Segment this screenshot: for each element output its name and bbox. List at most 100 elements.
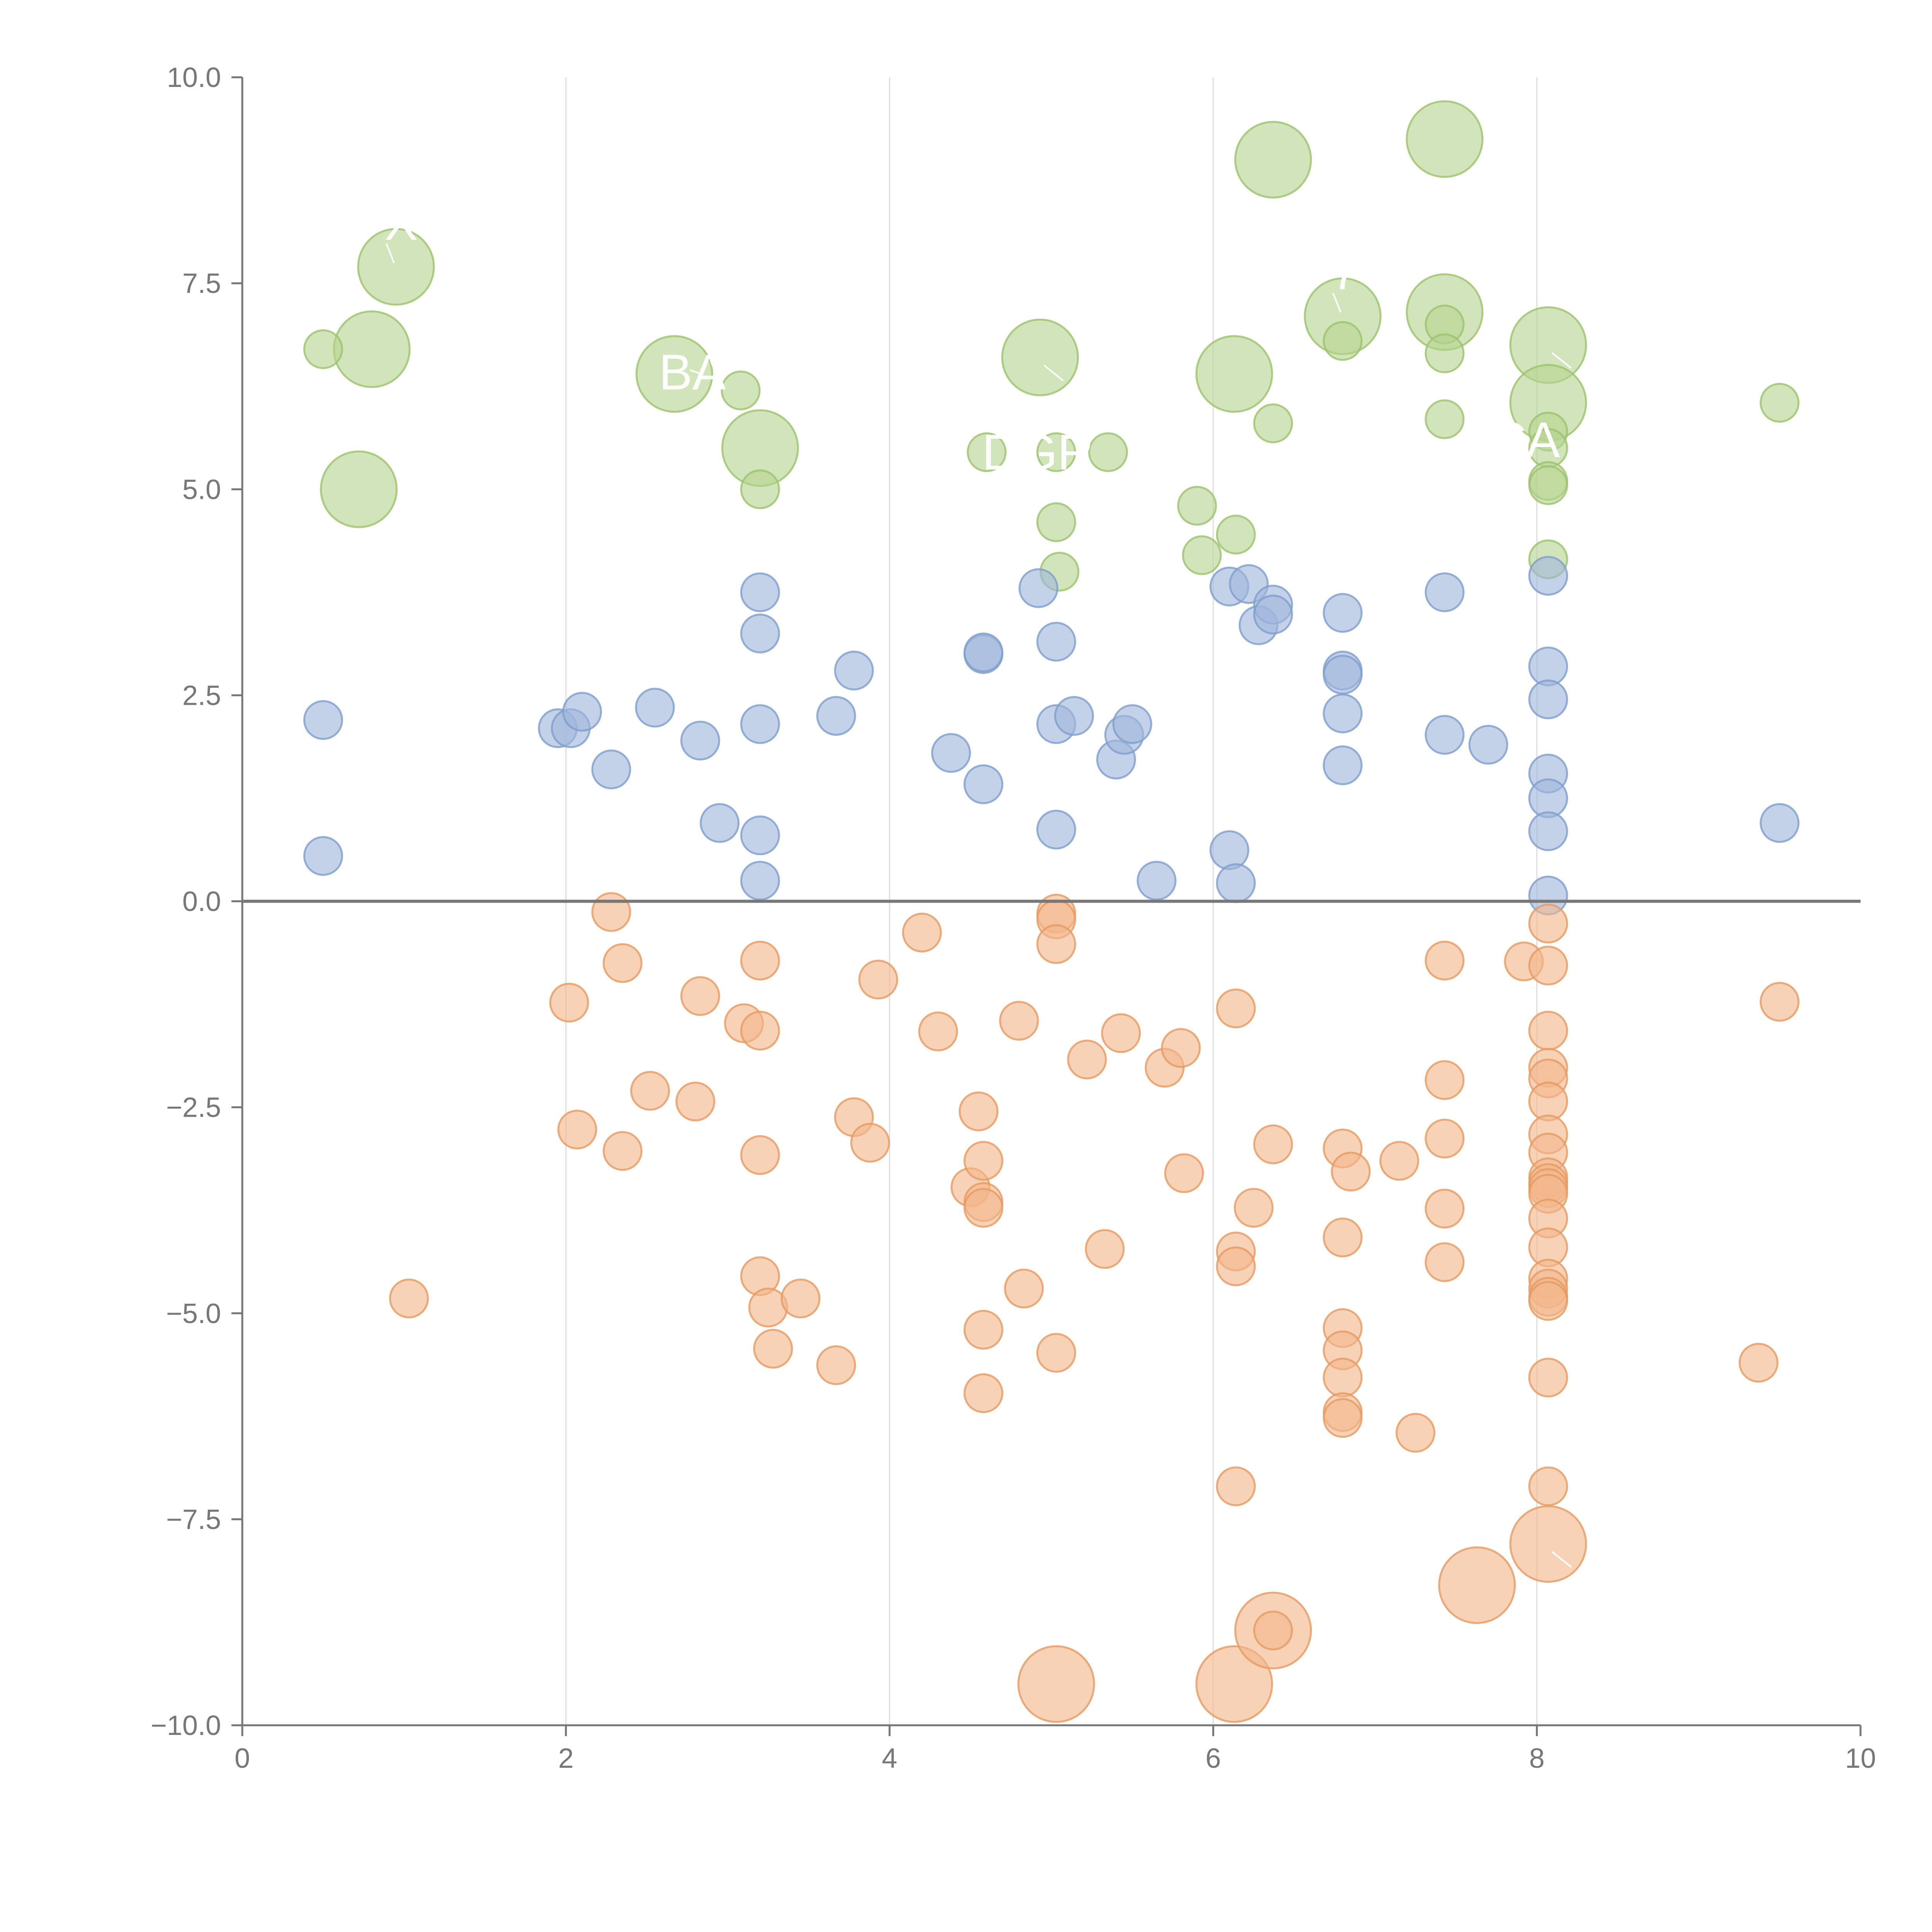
orange-bubble[interactable] (781, 1278, 821, 1318)
green-bubble[interactable] (1406, 100, 1484, 178)
orange-bubble[interactable] (1425, 940, 1465, 981)
blue-bubble[interactable] (1528, 811, 1568, 851)
orange-bubble[interactable] (1379, 1141, 1419, 1181)
orange-bubble[interactable] (1101, 1013, 1141, 1053)
green-bubble[interactable] (1182, 535, 1222, 575)
green-bubble[interactable] (1253, 403, 1293, 444)
orange-bubble[interactable] (1323, 1398, 1363, 1438)
blue-bubble[interactable] (1018, 568, 1058, 608)
orange-bubble[interactable] (1216, 1246, 1256, 1286)
orange-bubble[interactable] (816, 1345, 856, 1385)
green-bubble[interactable] (1036, 432, 1077, 472)
blue-bubble[interactable] (1036, 622, 1077, 662)
blue-bubble[interactable] (1054, 696, 1094, 736)
green-bubble[interactable] (1528, 465, 1568, 505)
blue-bubble[interactable] (931, 733, 971, 773)
orange-bubble[interactable] (740, 1010, 780, 1051)
orange-bubble[interactable] (1528, 946, 1568, 986)
orange-bubble[interactable] (963, 1141, 1003, 1181)
orange-bubble[interactable] (1195, 1645, 1273, 1723)
orange-bubble[interactable] (1164, 1153, 1204, 1193)
orange-bubble[interactable] (918, 1011, 958, 1051)
blue-bubble[interactable] (740, 815, 780, 855)
orange-bubble[interactable] (850, 1122, 890, 1163)
blue-bubble[interactable] (1112, 704, 1152, 744)
blue-bubble[interactable] (1425, 572, 1465, 612)
orange-bubble[interactable] (1425, 1119, 1465, 1159)
green-bubble[interactable] (1001, 318, 1079, 396)
green-bubble[interactable] (966, 432, 1007, 472)
orange-bubble[interactable] (557, 1109, 597, 1150)
orange-bubble[interactable] (1438, 1546, 1516, 1624)
orange-bubble[interactable] (1253, 1124, 1293, 1165)
orange-bubble[interactable] (1528, 903, 1568, 944)
green-bubble[interactable] (740, 469, 780, 509)
blue-bubble[interactable] (591, 749, 631, 789)
blue-bubble[interactable] (303, 700, 343, 740)
orange-bubble[interactable] (602, 1131, 643, 1171)
orange-bubble[interactable] (902, 913, 942, 953)
blue-bubble[interactable] (1323, 593, 1363, 633)
blue-bubble[interactable] (1323, 745, 1363, 786)
orange-bubble[interactable] (1067, 1039, 1107, 1080)
orange-bubble[interactable] (1331, 1151, 1371, 1192)
orange-bubble[interactable] (1528, 1357, 1568, 1398)
blue-bubble[interactable] (1136, 861, 1177, 901)
green-bubble[interactable] (1036, 502, 1077, 543)
orange-bubble[interactable] (1323, 1357, 1363, 1398)
green-bubble[interactable] (1088, 432, 1128, 472)
orange-bubble[interactable] (389, 1278, 429, 1318)
blue-bubble[interactable] (1323, 693, 1363, 733)
green-bubble[interactable] (1177, 486, 1217, 526)
blue-bubble[interactable] (740, 572, 780, 612)
blue-bubble[interactable] (740, 613, 780, 653)
green-bubble[interactable] (1234, 121, 1312, 199)
green-bubble[interactable] (635, 335, 713, 413)
orange-bubble[interactable] (1161, 1028, 1201, 1068)
green-bubble[interactable] (721, 370, 761, 410)
blue-bubble[interactable] (1323, 655, 1363, 695)
blue-bubble[interactable] (816, 696, 856, 736)
orange-bubble[interactable] (740, 940, 780, 981)
orange-bubble[interactable] (1528, 1281, 1568, 1321)
blue-bubble[interactable] (1036, 810, 1077, 850)
blue-bubble[interactable] (1528, 679, 1568, 719)
orange-bubble[interactable] (740, 1135, 780, 1175)
orange-bubble[interactable] (591, 892, 631, 932)
orange-bubble[interactable] (1528, 1010, 1568, 1051)
orange-bubble[interactable] (675, 1082, 716, 1122)
blue-bubble[interactable] (562, 692, 602, 732)
blue-bubble[interactable] (834, 650, 874, 690)
orange-bubble[interactable] (680, 976, 720, 1016)
orange-bubble[interactable] (753, 1328, 793, 1369)
orange-bubble[interactable] (858, 959, 898, 1000)
orange-bubble[interactable] (1253, 1611, 1293, 1651)
green-bubble[interactable] (1216, 515, 1256, 555)
orange-bubble[interactable] (602, 943, 643, 983)
blue-bubble[interactable] (1468, 724, 1509, 765)
orange-bubble[interactable] (963, 1188, 1003, 1228)
orange-bubble[interactable] (1425, 1060, 1465, 1100)
orange-bubble[interactable] (1036, 1333, 1077, 1373)
orange-bubble[interactable] (630, 1071, 670, 1111)
orange-bubble[interactable] (1085, 1229, 1125, 1269)
green-bubble[interactable] (1425, 399, 1465, 439)
blue-bubble[interactable] (740, 861, 780, 901)
blue-bubble[interactable] (680, 721, 720, 761)
blue-bubble[interactable] (1425, 715, 1465, 755)
green-bubble[interactable] (1195, 335, 1273, 413)
orange-bubble[interactable] (1738, 1343, 1779, 1383)
green-bubble[interactable] (333, 310, 411, 388)
orange-bubble[interactable] (1234, 1188, 1274, 1228)
orange-bubble[interactable] (963, 1310, 1003, 1350)
blue-bubble[interactable] (1253, 594, 1293, 634)
green-bubble[interactable] (1425, 333, 1465, 373)
blue-bubble[interactable] (963, 632, 1003, 672)
orange-bubble[interactable] (1425, 1242, 1465, 1282)
orange-bubble[interactable] (963, 1373, 1003, 1413)
orange-bubble[interactable] (959, 1091, 999, 1131)
orange-bubble[interactable] (1216, 988, 1256, 1029)
orange-bubble[interactable] (1509, 1505, 1587, 1583)
green-bubble[interactable] (1323, 321, 1363, 361)
green-bubble[interactable] (303, 329, 343, 369)
